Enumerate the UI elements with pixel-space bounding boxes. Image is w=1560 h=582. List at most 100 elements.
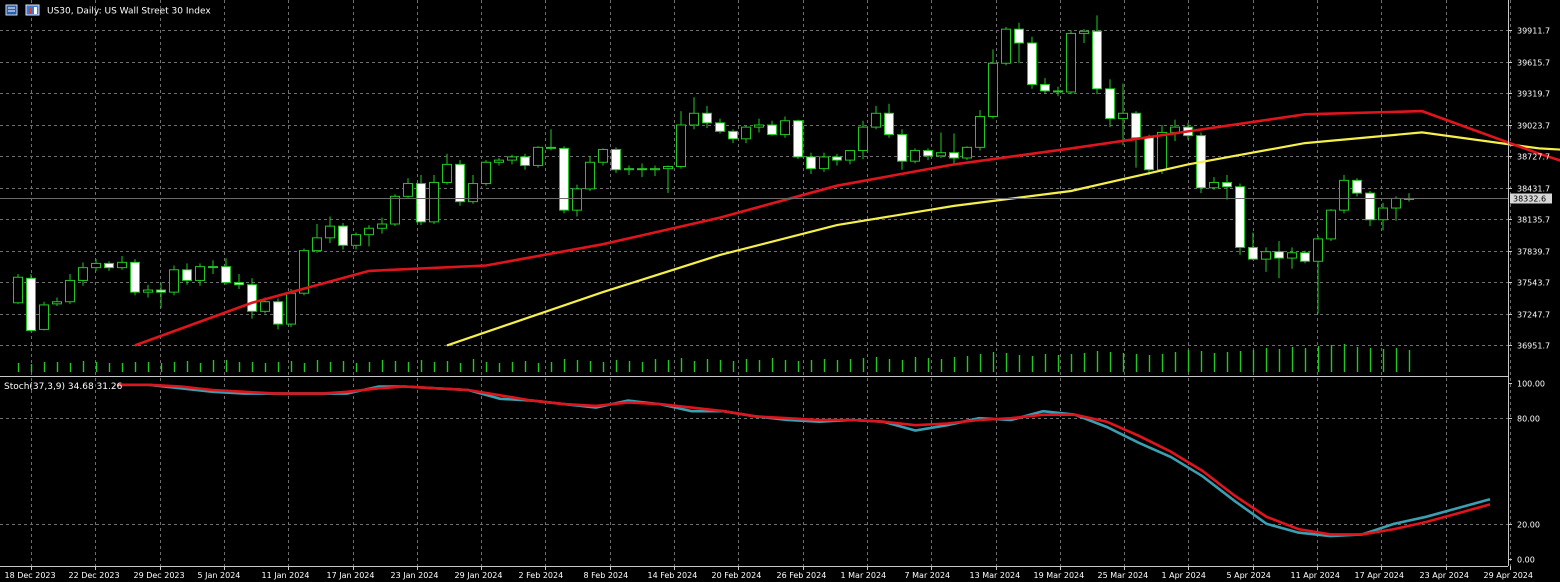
candle-bearish[interactable] [1027, 42, 1037, 86]
candle-bullish[interactable] [585, 161, 595, 190]
candle-bullish[interactable] [390, 195, 400, 225]
candle-bullish[interactable] [1209, 181, 1219, 189]
candle-bullish[interactable] [1157, 131, 1167, 171]
candle-bullish[interactable] [468, 183, 478, 203]
candle-bullish[interactable] [845, 150, 855, 161]
candle-bullish[interactable] [819, 156, 829, 170]
candle-bullish[interactable] [169, 269, 179, 293]
candle-bearish[interactable] [767, 124, 777, 136]
candle-bullish[interactable] [780, 120, 790, 136]
candle-bearish[interactable] [1053, 90, 1063, 93]
candle-bearish[interactable] [416, 183, 426, 223]
candle-bullish[interactable] [429, 181, 439, 223]
candle-bullish[interactable] [754, 124, 764, 128]
candle-bearish[interactable] [338, 225, 348, 246]
candle-bullish[interactable] [1313, 238, 1323, 262]
candle-bearish[interactable] [1014, 28, 1024, 44]
candle-bullish[interactable] [1326, 209, 1336, 240]
candle-bullish[interactable] [52, 301, 62, 305]
candle-bearish[interactable] [897, 134, 907, 162]
candle-bearish[interactable] [1352, 179, 1362, 194]
candle-bullish[interactable] [1339, 179, 1349, 211]
candle-bearish[interactable] [793, 120, 803, 158]
candle-bullish[interactable] [494, 159, 504, 163]
candle-bearish[interactable] [832, 156, 842, 161]
candle-bearish[interactable] [637, 168, 647, 171]
candle-bullish[interactable] [910, 150, 920, 162]
candle-bearish[interactable] [221, 266, 231, 284]
candle-bullish[interactable] [1066, 32, 1076, 93]
candle-bullish[interactable] [533, 146, 543, 166]
candle-bearish[interactable] [702, 112, 712, 124]
candle-bullish[interactable] [481, 161, 491, 185]
candle-bearish[interactable] [273, 301, 283, 325]
candle-bullish[interactable] [871, 112, 881, 128]
candle-bearish[interactable] [156, 289, 166, 293]
candle-bullish[interactable] [598, 148, 608, 163]
candle-bearish[interactable] [1105, 88, 1115, 120]
candle-bearish[interactable] [1040, 84, 1050, 92]
candle-bullish[interactable] [13, 276, 23, 304]
candle-bullish[interactable] [1391, 197, 1401, 209]
candle-bullish[interactable] [988, 62, 998, 117]
candle-bullish[interactable] [741, 126, 751, 140]
candle-bullish[interactable] [624, 168, 634, 171]
candle-bullish[interactable] [117, 261, 127, 269]
candle-bearish[interactable] [1144, 137, 1154, 171]
candle-bullish[interactable] [351, 234, 361, 246]
candle-bearish[interactable] [728, 130, 738, 140]
candle-bullish[interactable] [572, 188, 582, 211]
candle-bearish[interactable] [923, 150, 933, 157]
candle-bullish[interactable] [1378, 207, 1388, 221]
candle-bearish[interactable] [26, 277, 36, 331]
candle-bearish[interactable] [1092, 30, 1102, 90]
candle-bullish[interactable] [962, 146, 972, 159]
candle-bearish[interactable] [611, 148, 621, 171]
window-icons[interactable] [5, 4, 40, 16]
candle-bearish[interactable] [559, 147, 569, 211]
candle-bullish[interactable] [1118, 112, 1128, 120]
candle-bullish[interactable] [1261, 251, 1271, 260]
candle-bullish[interactable] [65, 279, 75, 303]
candle-bearish[interactable] [806, 156, 816, 170]
candle-bullish[interactable] [858, 126, 868, 152]
candle-bearish[interactable] [182, 269, 192, 281]
candle-bearish[interactable] [520, 156, 530, 166]
candle-bullish[interactable] [195, 266, 205, 281]
candle-bearish[interactable] [546, 146, 556, 149]
candle-bullish[interactable] [403, 183, 413, 197]
candle-bullish[interactable] [260, 301, 270, 312]
candle-bearish[interactable] [1222, 181, 1232, 188]
candlestick-series[interactable] [13, 15, 1414, 332]
candle-bullish[interactable] [676, 124, 686, 168]
candle-bullish[interactable] [377, 223, 387, 229]
candle-bearish[interactable] [1274, 251, 1284, 259]
candle-bullish[interactable] [507, 156, 517, 161]
candle-bullish[interactable] [143, 289, 153, 293]
candle-bearish[interactable] [884, 112, 894, 136]
candle-bearish[interactable] [715, 122, 725, 132]
candle-bullish[interactable] [442, 163, 452, 183]
candle-bullish[interactable] [325, 225, 335, 239]
candle-bullish[interactable] [91, 262, 101, 269]
candle-bearish[interactable] [130, 261, 140, 293]
candle-bullish[interactable] [650, 168, 660, 171]
candle-bearish[interactable] [104, 262, 114, 269]
candle-bearish[interactable] [1365, 192, 1375, 221]
trade-icon[interactable] [25, 4, 40, 16]
candle-bullish[interactable] [936, 152, 946, 157]
candle-bullish[interactable] [689, 112, 699, 126]
candle-bullish[interactable] [1001, 28, 1011, 64]
candle-bearish[interactable] [1131, 112, 1141, 139]
candle-bullish[interactable] [975, 115, 985, 148]
candle-bullish[interactable] [39, 304, 49, 330]
candle-bullish[interactable] [1079, 30, 1089, 34]
chart-window-icon[interactable] [5, 4, 18, 16]
candle-bullish[interactable] [663, 166, 673, 170]
candle-bullish[interactable] [364, 227, 374, 236]
candle-bearish[interactable] [247, 284, 257, 312]
candle-bearish[interactable] [949, 152, 959, 159]
candle-bullish[interactable] [312, 237, 322, 252]
candle-bullish[interactable] [208, 266, 218, 269]
